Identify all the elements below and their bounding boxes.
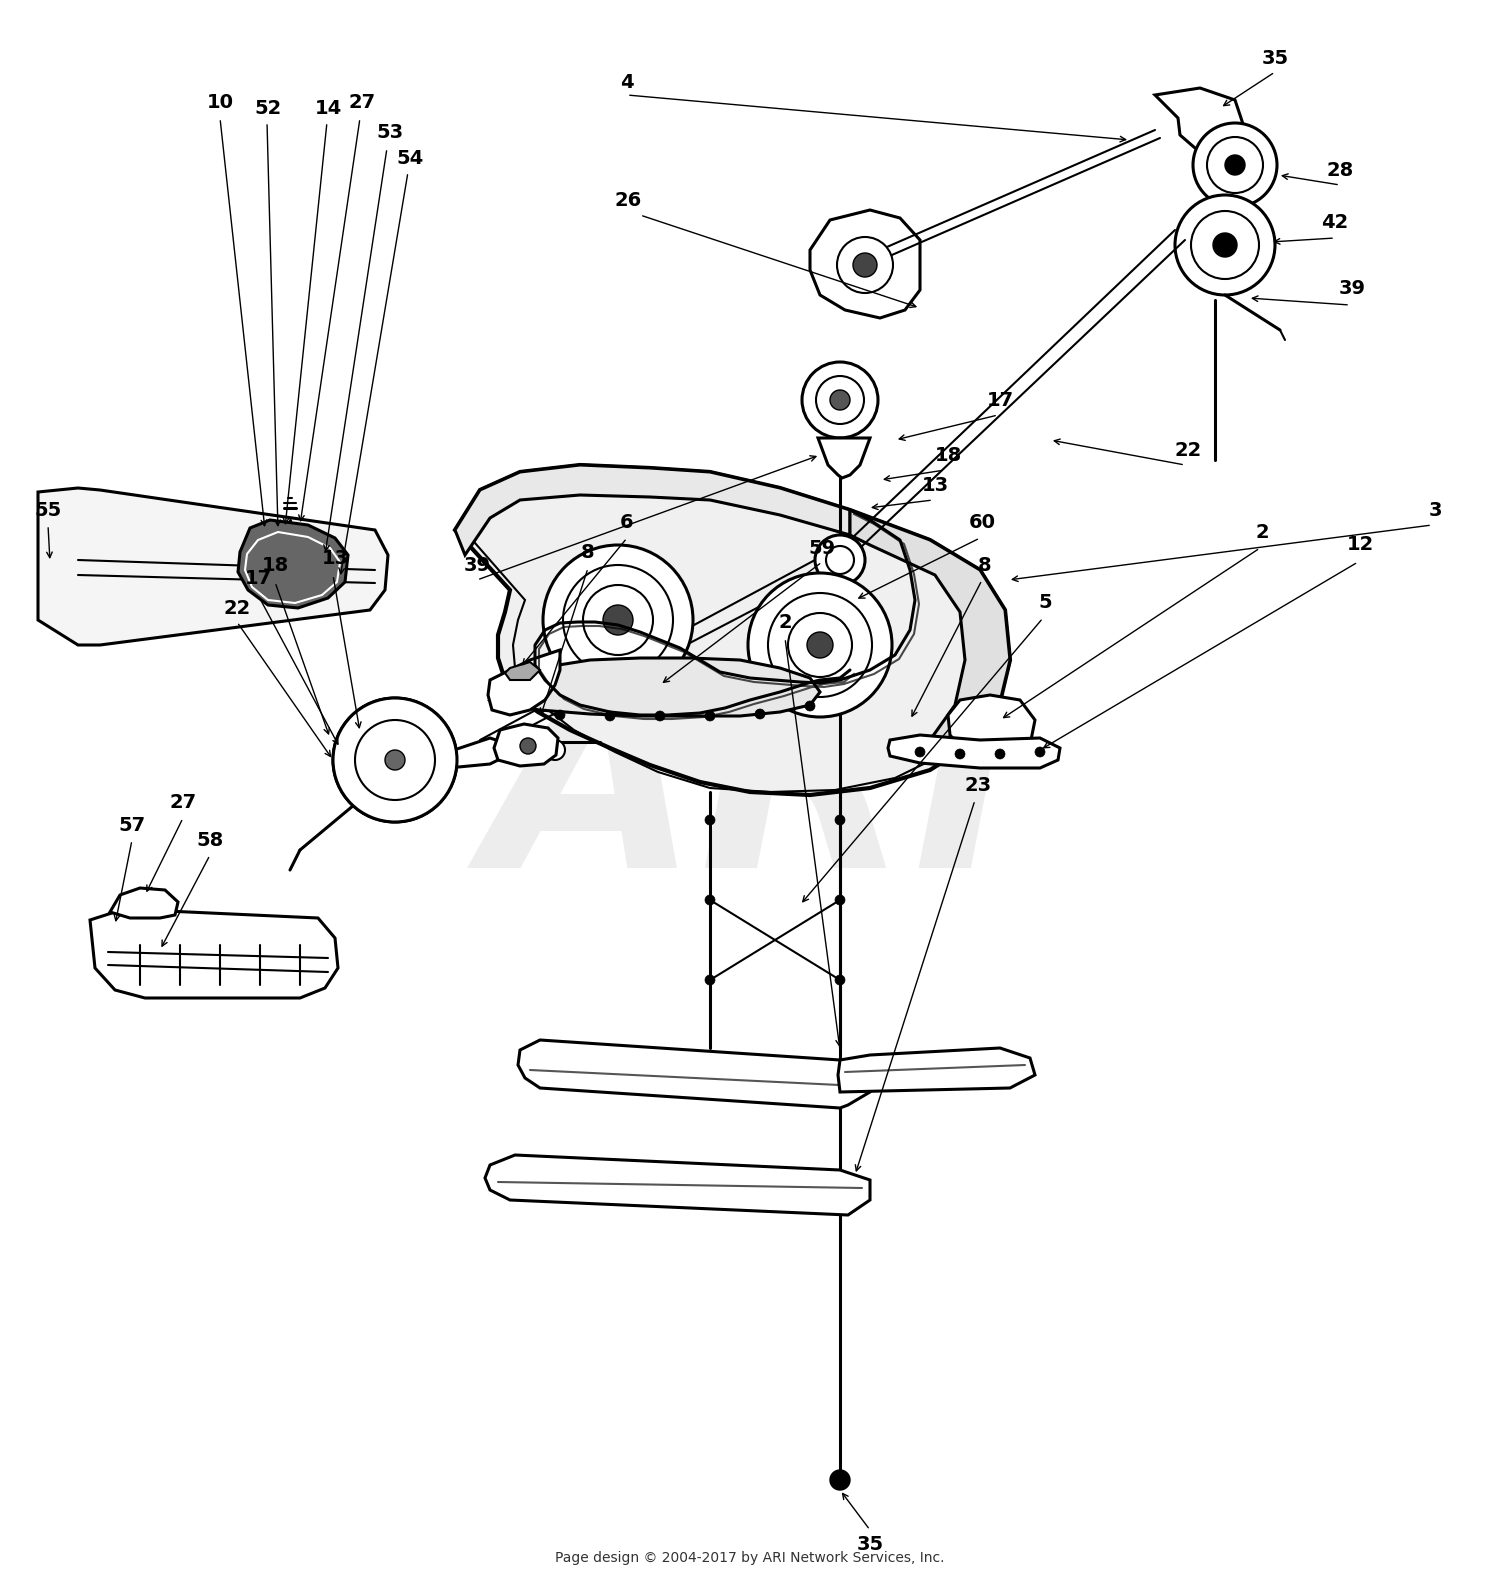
Polygon shape	[810, 210, 919, 318]
Text: 13: 13	[321, 549, 348, 568]
Text: 14: 14	[315, 98, 342, 117]
Circle shape	[543, 546, 693, 694]
Text: 3: 3	[1428, 500, 1442, 519]
Circle shape	[748, 573, 892, 717]
Circle shape	[830, 391, 850, 410]
Text: 59: 59	[808, 538, 836, 557]
Text: 54: 54	[396, 149, 423, 168]
Text: 42: 42	[1322, 212, 1348, 231]
Text: 6: 6	[620, 513, 634, 532]
Polygon shape	[238, 520, 348, 607]
Circle shape	[555, 710, 566, 720]
Polygon shape	[1155, 89, 1245, 155]
Polygon shape	[90, 910, 338, 998]
Text: 39: 39	[464, 555, 490, 574]
Text: 13: 13	[921, 476, 948, 495]
Polygon shape	[850, 509, 1010, 759]
Circle shape	[386, 750, 405, 770]
Text: 17: 17	[244, 568, 272, 587]
Polygon shape	[494, 725, 558, 766]
Circle shape	[603, 604, 633, 634]
Circle shape	[754, 709, 765, 718]
Polygon shape	[948, 694, 1035, 763]
Circle shape	[836, 975, 844, 986]
Text: Page design © 2004-2017 by ARI Network Services, Inc.: Page design © 2004-2017 by ARI Network S…	[555, 1550, 945, 1565]
Circle shape	[853, 253, 877, 277]
Circle shape	[705, 975, 716, 986]
Circle shape	[815, 535, 866, 585]
Text: 8: 8	[580, 543, 596, 562]
Circle shape	[836, 815, 844, 824]
Text: 35: 35	[1262, 49, 1288, 68]
Circle shape	[544, 740, 566, 759]
Circle shape	[807, 631, 832, 658]
Circle shape	[356, 720, 435, 800]
Circle shape	[830, 1470, 850, 1490]
Circle shape	[837, 237, 892, 293]
Text: 4: 4	[620, 73, 634, 92]
Circle shape	[802, 362, 877, 438]
Circle shape	[915, 747, 926, 758]
Text: 17: 17	[987, 391, 1014, 410]
Polygon shape	[490, 658, 820, 717]
Text: 53: 53	[376, 122, 404, 141]
Circle shape	[1214, 233, 1237, 256]
Circle shape	[705, 710, 716, 721]
Circle shape	[1035, 747, 1046, 758]
Circle shape	[333, 698, 458, 823]
Circle shape	[656, 710, 664, 721]
Text: 60: 60	[969, 513, 996, 532]
Text: 23: 23	[964, 775, 992, 794]
Text: 52: 52	[255, 98, 282, 117]
Text: 18: 18	[934, 446, 962, 465]
Text: 10: 10	[207, 92, 234, 111]
Circle shape	[604, 710, 615, 721]
Text: 55: 55	[34, 500, 62, 519]
Text: 12: 12	[1347, 535, 1374, 555]
Text: 8: 8	[978, 555, 992, 574]
Polygon shape	[110, 888, 178, 918]
Text: 22: 22	[224, 598, 251, 617]
Circle shape	[1174, 195, 1275, 294]
Text: 28: 28	[1326, 160, 1353, 179]
Text: 2: 2	[778, 612, 792, 631]
Circle shape	[836, 895, 844, 905]
Circle shape	[994, 748, 1005, 759]
Polygon shape	[484, 1155, 870, 1215]
Text: 22: 22	[1174, 440, 1202, 459]
Text: 27: 27	[348, 92, 375, 111]
Polygon shape	[506, 661, 540, 680]
Text: 5: 5	[1038, 593, 1052, 612]
Text: 57: 57	[118, 815, 146, 834]
Polygon shape	[454, 465, 1010, 796]
Text: 35: 35	[856, 1536, 883, 1555]
Text: 2: 2	[1256, 522, 1269, 541]
Circle shape	[806, 701, 814, 710]
Circle shape	[380, 744, 411, 777]
Polygon shape	[448, 737, 503, 767]
Polygon shape	[488, 650, 560, 715]
Polygon shape	[38, 487, 388, 645]
Circle shape	[1226, 155, 1245, 176]
Text: 39: 39	[1338, 278, 1365, 297]
Circle shape	[333, 698, 458, 823]
Text: 18: 18	[261, 555, 288, 574]
Circle shape	[705, 895, 716, 905]
Polygon shape	[518, 1039, 870, 1107]
Text: 58: 58	[196, 831, 223, 850]
Text: 27: 27	[170, 793, 196, 812]
Polygon shape	[454, 465, 850, 555]
Polygon shape	[818, 438, 870, 478]
Circle shape	[520, 737, 536, 755]
Text: 26: 26	[615, 190, 642, 209]
Circle shape	[1192, 123, 1276, 207]
Text: ARI: ARI	[484, 657, 1016, 925]
Circle shape	[816, 377, 864, 424]
Circle shape	[956, 748, 964, 759]
Polygon shape	[839, 1047, 1035, 1092]
Circle shape	[705, 815, 716, 824]
Polygon shape	[888, 736, 1060, 767]
